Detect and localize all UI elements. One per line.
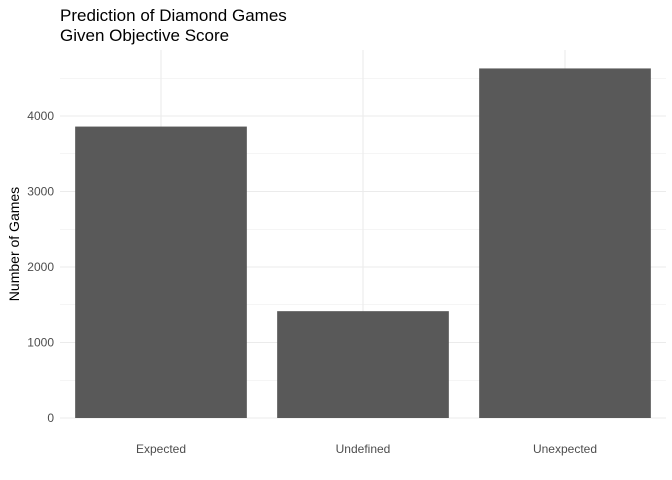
y-tick-label: 4000	[27, 109, 54, 123]
x-tick-label: Expected	[136, 442, 186, 456]
bar-unexpected	[479, 68, 651, 418]
x-tick-label: Unexpected	[533, 442, 597, 456]
x-axis-ticks: Expected Undefined Unexpected	[136, 442, 597, 456]
bars	[75, 68, 651, 418]
y-tick-label: 3000	[27, 185, 54, 199]
y-axis-title: Number of Games	[6, 187, 22, 301]
y-tick-label: 1000	[27, 336, 54, 350]
bar-expected	[75, 126, 247, 418]
chart-title: Prediction of Diamond Games Given Object…	[60, 6, 287, 45]
x-tick-label: Undefined	[336, 442, 391, 456]
y-tick-label: 0	[47, 411, 54, 425]
y-axis-ticks: 0 1000 2000 3000 4000	[27, 109, 54, 425]
y-tick-label: 2000	[27, 260, 54, 274]
bar-undefined	[277, 311, 449, 418]
